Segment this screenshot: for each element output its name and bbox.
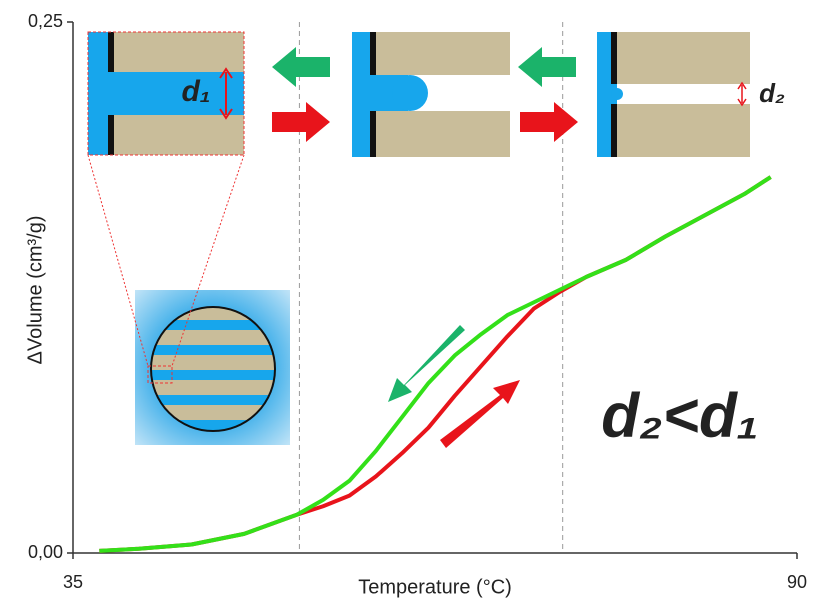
x-axis-label: Temperature (°C) — [358, 576, 512, 598]
chart: d₁ d₂ d₂<d₁ Temperature (°C) ΔVolume (cm… — [0, 0, 819, 613]
x-tick-label: 90 — [787, 572, 807, 592]
y-tick-label: 0,00 — [28, 542, 63, 562]
y-tick-label: 0,25 — [28, 11, 63, 31]
annotation: d₂<d₁ — [601, 381, 758, 450]
d1-label: d₁ — [182, 75, 211, 108]
y-axis-label: ΔVolume (cm³/g) — [24, 216, 46, 365]
x-tick-label: 35 — [63, 572, 83, 592]
d2-label: d₂ — [759, 78, 785, 108]
